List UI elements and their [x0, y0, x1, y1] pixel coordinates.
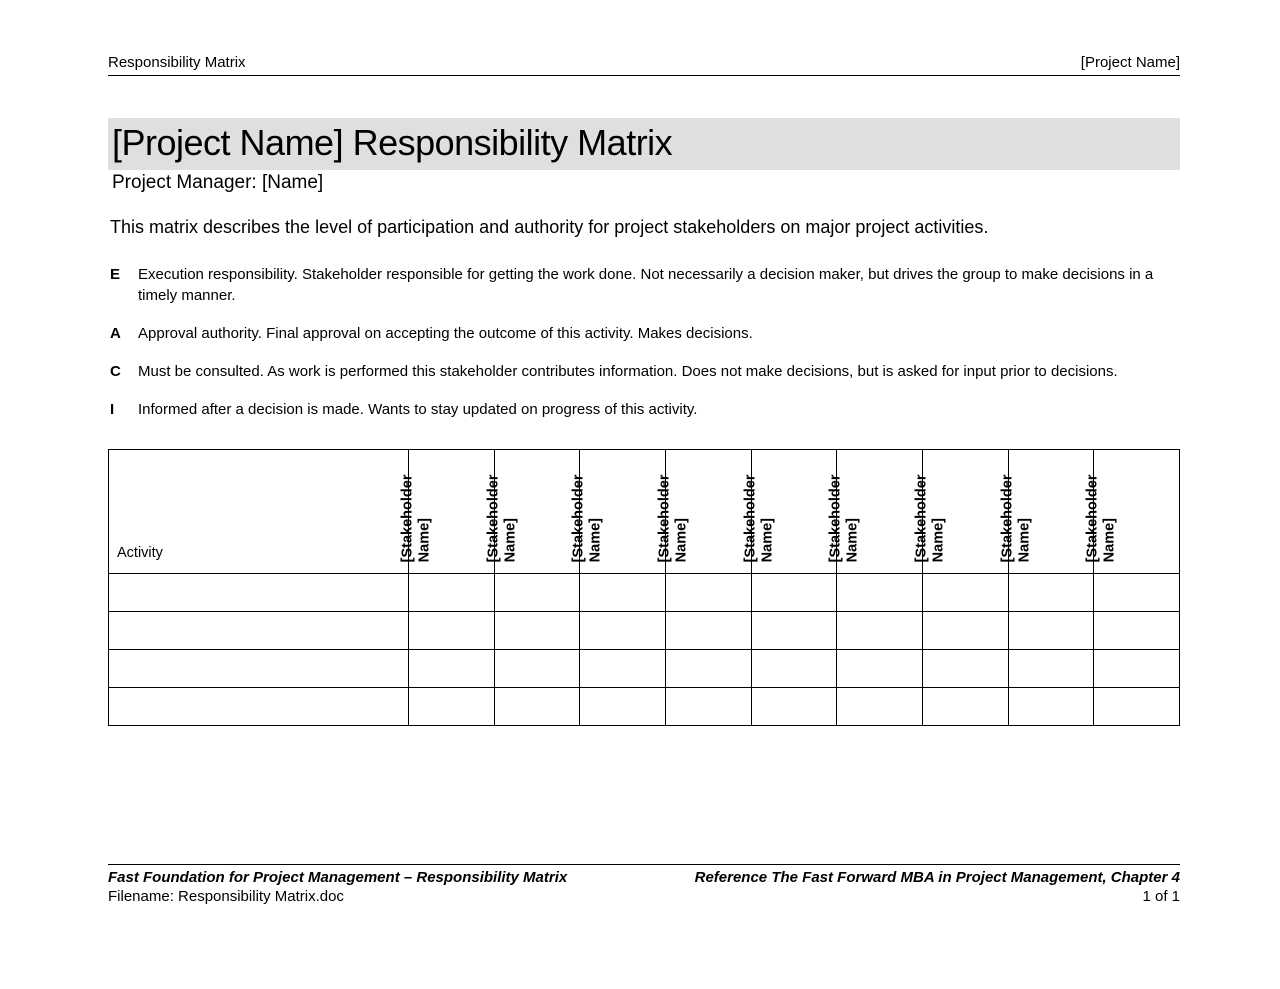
- stakeholder-header-label: [StakeholderName]: [485, 475, 518, 563]
- matrix-cell: [1094, 611, 1180, 649]
- matrix-cell: [580, 611, 666, 649]
- matrix-cell: [1008, 649, 1094, 687]
- stakeholder-header-label: [StakeholderName]: [400, 475, 433, 563]
- stakeholder-column-header: [StakeholderName]: [837, 449, 923, 573]
- header-right: [Project Name]: [1081, 54, 1180, 71]
- stakeholder-column-header: [StakeholderName]: [922, 449, 1008, 573]
- matrix-cell: [409, 611, 495, 649]
- project-manager-line: Project Manager: [Name]: [108, 172, 1180, 194]
- matrix-cell: [1008, 611, 1094, 649]
- activity-column-header: Activity: [109, 449, 409, 573]
- table-row: [109, 611, 1180, 649]
- matrix-cell: [751, 573, 837, 611]
- activity-cell: [109, 687, 409, 725]
- table-row: [109, 573, 1180, 611]
- page-footer: Fast Foundation for Project Management –…: [108, 864, 1180, 905]
- matrix-cell: [665, 649, 751, 687]
- stakeholder-column-header: [StakeholderName]: [1008, 449, 1094, 573]
- matrix-cell: [837, 611, 923, 649]
- matrix-cell: [409, 649, 495, 687]
- footer-page-number: 1 of 1: [1142, 888, 1180, 905]
- stakeholder-column-header: [StakeholderName]: [665, 449, 751, 573]
- legend-text: Approval authority. Final approval on ac…: [138, 324, 1180, 344]
- matrix-cell: [837, 573, 923, 611]
- legend-row: IInformed after a decision is made. Want…: [110, 400, 1180, 420]
- matrix-cell: [922, 649, 1008, 687]
- matrix-cell: [751, 649, 837, 687]
- title-block: [Project Name] Responsibility Matrix: [108, 118, 1180, 170]
- matrix-cell: [665, 687, 751, 725]
- matrix-cell: [1094, 573, 1180, 611]
- matrix-cell: [1008, 573, 1094, 611]
- matrix-cell: [409, 573, 495, 611]
- matrix-cell: [922, 687, 1008, 725]
- stakeholder-header-label: [StakeholderName]: [828, 475, 861, 563]
- legend-code: E: [110, 265, 138, 285]
- matrix-cell: [922, 573, 1008, 611]
- legend-row: EExecution responsibility. Stakeholder r…: [110, 265, 1180, 306]
- table-row: [109, 687, 1180, 725]
- page-header: Responsibility Matrix [Project Name]: [108, 54, 1180, 76]
- matrix-cell: [494, 649, 580, 687]
- activity-cell: [109, 611, 409, 649]
- stakeholder-header-label: [StakeholderName]: [657, 475, 690, 563]
- matrix-cell: [837, 687, 923, 725]
- activity-cell: [109, 573, 409, 611]
- legend-text: Informed after a decision is made. Wants…: [138, 400, 1180, 420]
- stakeholder-header-label: [StakeholderName]: [914, 475, 947, 563]
- matrix-cell: [580, 573, 666, 611]
- matrix-cell: [665, 611, 751, 649]
- stakeholder-column-header: [StakeholderName]: [1094, 449, 1180, 573]
- matrix-cell: [1008, 687, 1094, 725]
- description: This matrix describes the level of parti…: [108, 216, 1180, 239]
- stakeholder-column-header: [StakeholderName]: [580, 449, 666, 573]
- footer-filename: Filename: Responsibility Matrix.doc: [108, 888, 344, 905]
- stakeholder-header-label: [StakeholderName]: [999, 475, 1032, 563]
- legend-code: A: [110, 324, 138, 344]
- table-row: [109, 649, 1180, 687]
- matrix-cell: [1094, 687, 1180, 725]
- footer-source-left: Fast Foundation for Project Management –…: [108, 869, 567, 886]
- stakeholder-header-label: [StakeholderName]: [571, 475, 604, 563]
- stakeholder-column-header: [StakeholderName]: [494, 449, 580, 573]
- activity-cell: [109, 649, 409, 687]
- matrix-cell: [751, 687, 837, 725]
- legend-row: AApproval authority. Final approval on a…: [110, 324, 1180, 344]
- matrix-cell: [751, 611, 837, 649]
- stakeholder-column-header: [StakeholderName]: [751, 449, 837, 573]
- stakeholder-header-label: [StakeholderName]: [742, 475, 775, 563]
- matrix-cell: [494, 611, 580, 649]
- header-left: Responsibility Matrix: [108, 54, 246, 71]
- legend-code: C: [110, 362, 138, 382]
- matrix-cell: [837, 649, 923, 687]
- legend: EExecution responsibility. Stakeholder r…: [108, 265, 1180, 420]
- matrix-cell: [665, 573, 751, 611]
- stakeholder-column-header: [StakeholderName]: [409, 449, 495, 573]
- legend-text: Execution responsibility. Stakeholder re…: [138, 265, 1180, 306]
- legend-code: I: [110, 400, 138, 420]
- matrix-cell: [494, 687, 580, 725]
- matrix-cell: [1094, 649, 1180, 687]
- legend-row: CMust be consulted. As work is performed…: [110, 362, 1180, 382]
- matrix-cell: [922, 611, 1008, 649]
- stakeholder-header-label: [StakeholderName]: [1085, 475, 1118, 563]
- footer-source-right: Reference The Fast Forward MBA in Projec…: [695, 869, 1180, 886]
- matrix-cell: [494, 573, 580, 611]
- matrix-cell: [409, 687, 495, 725]
- matrix-cell: [580, 649, 666, 687]
- page-title: [Project Name] Responsibility Matrix: [112, 122, 1176, 164]
- legend-text: Must be consulted. As work is performed …: [138, 362, 1180, 382]
- matrix-cell: [580, 687, 666, 725]
- responsibility-matrix-table: Activity[StakeholderName][StakeholderNam…: [108, 449, 1180, 726]
